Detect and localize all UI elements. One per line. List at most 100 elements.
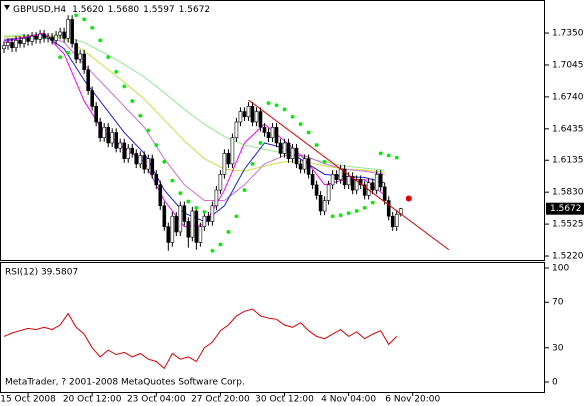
sar-dot	[314, 143, 319, 147]
candle-body	[246, 106, 251, 118]
sar-dot	[330, 214, 335, 219]
candle-body	[162, 205, 167, 228]
y-tick-label: 30	[552, 343, 564, 353]
candle-body	[2, 45, 6, 50]
sar-dot	[154, 143, 159, 147]
y-tick-label: 1.6740	[552, 92, 584, 102]
rsi-panel-frame	[0, 262, 545, 393]
candle-body	[346, 176, 351, 186]
sar-dot	[258, 141, 263, 145]
sar-dot	[298, 122, 303, 127]
candle-body	[326, 184, 331, 201]
candle-body	[378, 174, 383, 188]
candle-body	[62, 31, 66, 39]
candle-body	[206, 215, 211, 222]
sar-dot	[106, 55, 111, 60]
candle-body	[330, 174, 335, 186]
sar-dot	[178, 191, 183, 196]
candle-body	[178, 205, 183, 233]
candle-body	[98, 121, 102, 139]
sar-dot	[234, 214, 239, 219]
sar-dot	[266, 101, 271, 106]
sar-dot	[306, 130, 311, 135]
sar-dot	[210, 248, 215, 253]
sar-dot	[242, 188, 247, 192]
candle-body	[138, 155, 143, 165]
candle-body	[94, 106, 98, 123]
x-tick-label: 20 Oct 12:00	[63, 395, 122, 405]
candle-body	[110, 132, 115, 144]
sar-dot	[146, 128, 151, 133]
y-tick-label: 1.7350	[552, 29, 584, 39]
y-tick-label: 1.6435	[552, 124, 584, 134]
sar-dot	[130, 99, 135, 103]
moving-average	[3, 32, 386, 228]
candle-body	[154, 174, 159, 186]
candle-body	[158, 184, 163, 207]
candle-body	[190, 210, 195, 238]
last-price-box	[546, 202, 584, 215]
candle-body	[274, 126, 279, 144]
candle-body	[254, 111, 259, 123]
rsi-title: RSI(12) 39.5807	[5, 268, 78, 278]
candle-body	[86, 69, 90, 91]
sar-dot	[186, 199, 191, 204]
candle-body	[278, 142, 283, 154]
rsi-plot	[3, 308, 398, 370]
candle-body	[202, 215, 207, 228]
y-tick-label: 0	[552, 377, 558, 387]
price-plot	[2, 13, 450, 253]
sar-dot	[346, 211, 351, 215]
candle-body	[266, 132, 271, 139]
candle-body	[10, 42, 14, 48]
candle-body	[302, 158, 307, 170]
sar-dot	[218, 242, 223, 247]
moving-average	[3, 34, 385, 202]
high-value: 1.5680	[108, 5, 140, 15]
candle-body	[218, 174, 223, 191]
sar-dot	[274, 103, 279, 108]
candle-body	[310, 174, 315, 186]
candle-body	[18, 40, 22, 44]
candle-body	[74, 43, 78, 60]
sar-dot	[122, 84, 127, 89]
candle-body	[230, 137, 235, 165]
candle-body	[334, 174, 339, 180]
sar-dot	[138, 113, 143, 118]
y-tick-label: 1.7045	[552, 60, 584, 70]
sar-dot	[202, 210, 207, 214]
sar-dot	[370, 200, 375, 205]
candle-body	[394, 213, 399, 228]
open-value: 1.5620	[72, 5, 104, 15]
candle-body	[26, 37, 30, 42]
moving-average	[3, 34, 385, 173]
y-tick-label: 1.6135	[552, 156, 584, 166]
rsi-line	[3, 308, 398, 370]
candle-body	[66, 19, 70, 39]
candle-body	[362, 184, 367, 196]
candle-body	[42, 33, 46, 39]
axes: 1.7350 1.7045 1.6740 1.6435 1.6135 1.5830 1.55…	[0, 29, 584, 405]
y-tick-label: 1.5220	[552, 252, 584, 262]
candle-body	[350, 176, 355, 191]
candle-body	[122, 142, 127, 159]
sar-dot	[386, 153, 391, 158]
candle-body	[114, 132, 119, 149]
sar-dot	[394, 155, 399, 160]
candle-body	[298, 163, 303, 170]
candle-body	[118, 142, 123, 149]
sar-dot	[322, 159, 327, 164]
candle-body	[262, 126, 267, 133]
candle-body	[34, 35, 38, 40]
candle-body	[242, 111, 247, 118]
candle-body	[270, 126, 275, 139]
candle-body	[370, 182, 375, 191]
candle-body	[166, 226, 171, 243]
x-tick-label: 30 Oct 12:00	[255, 395, 314, 405]
candle-body	[78, 53, 82, 60]
candle-body	[14, 40, 18, 48]
candle-body	[382, 186, 387, 201]
